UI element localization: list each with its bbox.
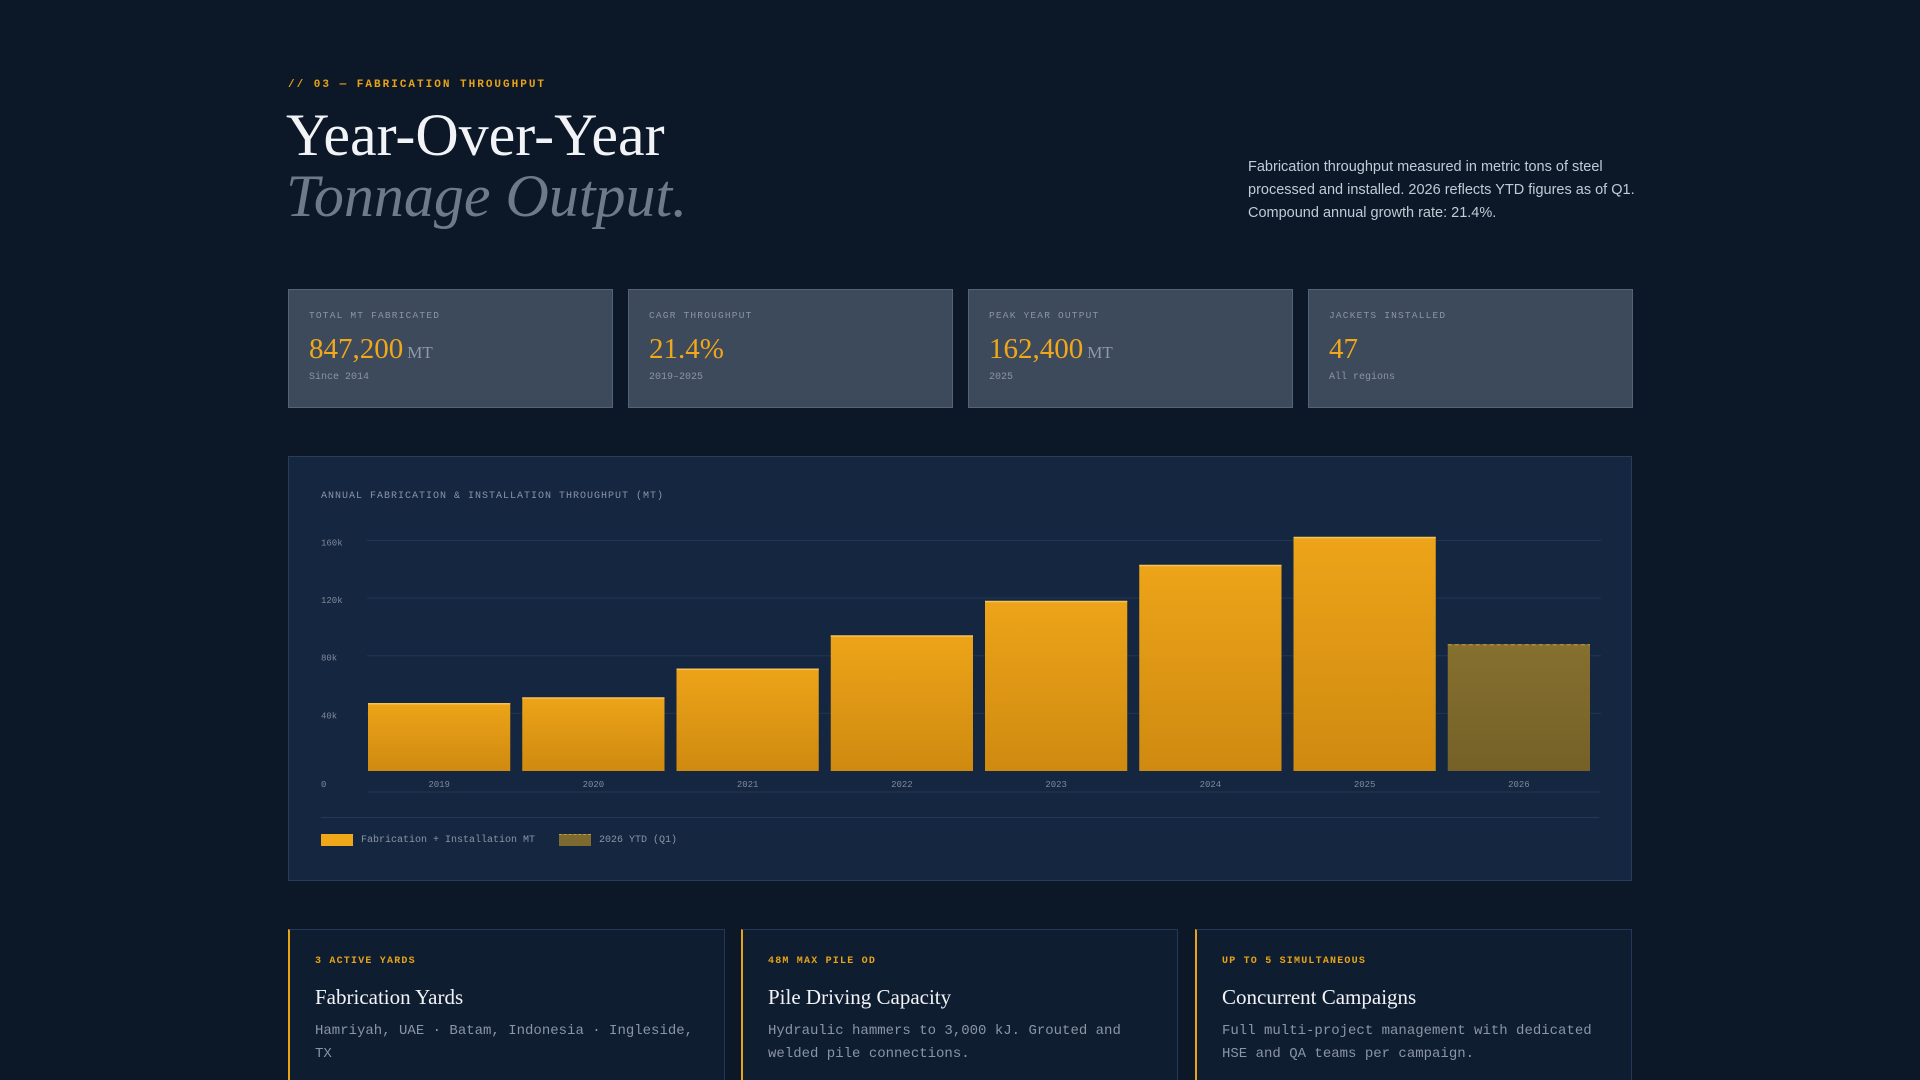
x-tick-label: 2022 <box>891 780 913 790</box>
stat-unit: MT <box>1087 343 1113 362</box>
feature-title: Fabrication Yards <box>315 985 464 1009</box>
page-title: Year-Over-Year <box>286 102 665 168</box>
stat-card-cagr: CAGR THROUGHPUT 21.4% 2019–2025 <box>628 289 953 408</box>
bar-2021 <box>676 668 819 771</box>
stat-sub: All regions <box>1329 372 1396 383</box>
stat-label: CAGR THROUGHPUT <box>649 310 753 321</box>
feature-tag: UP TO 5 SIMULTANEOUS <box>1222 956 1367 967</box>
legend-item-ytd: 2026 YTD (Q1) <box>559 834 677 846</box>
feature-desc: Hydraulic hammers to 3,000 kJ. Grouted a… <box>768 1023 1121 1062</box>
feature-desc: Hamriyah, UAE · Batam, Indonesia · Ingle… <box>315 1023 694 1062</box>
section-eyebrow: // 03 — FABRICATION THROUGHPUT <box>288 79 547 91</box>
feature-card-yards: 3 ACTIVE YARDS Fabrication Yards Hamriya… <box>288 929 725 1080</box>
chart-panel: ANNUAL FABRICATION & INSTALLATION THROUG… <box>288 456 1632 881</box>
bar-2023 <box>985 600 1128 771</box>
stat-unit: MT <box>407 343 433 362</box>
y-tick-label: 0 <box>321 780 326 790</box>
x-tick-label: 2019 <box>428 780 450 790</box>
stat-value: 47 <box>1329 333 1358 365</box>
legend-item-solid: Fabrication + Installation MT <box>321 834 535 846</box>
stat-sub: 2019–2025 <box>649 372 704 383</box>
stat-value: 162,400 <box>989 333 1084 365</box>
stat-card-jackets: JACKETS INSTALLED 47 All regions <box>1308 289 1633 408</box>
stat-sub: Since 2014 <box>309 372 370 383</box>
stat-label: JACKETS INSTALLED <box>1329 310 1447 321</box>
bar-2026-ytd <box>1447 644 1590 771</box>
feature-card-campaigns: UP TO 5 SIMULTANEOUS Concurrent Campaign… <box>1195 929 1632 1080</box>
y-tick-label: 80k <box>321 654 337 664</box>
stat-value: 21.4% <box>649 333 724 365</box>
legend-swatch-solid <box>321 834 353 846</box>
chart-title: ANNUAL FABRICATION & INSTALLATION THROUG… <box>321 491 665 502</box>
intro-text: Fabrication throughput measured in metri… <box>1248 159 1635 221</box>
legend-label: 2026 YTD (Q1) <box>599 834 678 846</box>
x-tick-label: 2020 <box>583 780 605 790</box>
legend-swatch-ytd <box>559 834 592 846</box>
feature-tag: 3 ACTIVE YARDS <box>315 956 416 967</box>
bar-2022 <box>830 635 973 771</box>
bar-2020 <box>522 697 665 771</box>
stat-card-peak-year: PEAK YEAR OUTPUT 162,400 MT 2025 <box>968 289 1293 408</box>
feature-title: Pile Driving Capacity <box>768 985 952 1009</box>
feature-tag: 48M MAX PILE OD <box>768 956 877 967</box>
stat-sub: 2025 <box>989 372 1014 383</box>
x-tick-label: 2021 <box>737 780 759 790</box>
bar-chart: 0 40k 80k 120k 160k 2019 2020 2021 2022 2023 2024 2… <box>321 536 1601 793</box>
bar-2025 <box>1293 537 1436 771</box>
legend-divider <box>321 817 1599 818</box>
y-tick-label: 160k <box>321 538 343 548</box>
bar-2024 <box>1139 564 1282 771</box>
stat-label: PEAK YEAR OUTPUT <box>989 310 1100 321</box>
stat-label: TOTAL MT FABRICATED <box>309 310 441 321</box>
feature-card-pile-driving: 48M MAX PILE OD Pile Driving Capacity Hy… <box>741 929 1178 1080</box>
stat-value: 847,200 <box>309 333 404 365</box>
page-subtitle: Tonnage Output. <box>286 163 688 229</box>
y-tick-label: 40k <box>321 711 337 721</box>
stat-card-total-mt: TOTAL MT FABRICATED 847,200 MT Since 2014 <box>288 289 613 408</box>
chart-legend: Fabrication + Installation MT 2026 YTD (… <box>321 834 677 846</box>
x-tick-label: 2023 <box>1045 780 1067 790</box>
x-tick-label: 2024 <box>1200 780 1222 790</box>
y-tick-label: 120k <box>321 596 343 606</box>
feature-desc: Full multi-project management with dedic… <box>1222 1023 1592 1062</box>
bar-2019 <box>368 703 511 771</box>
x-tick-label: 2026 <box>1508 780 1530 790</box>
feature-title: Concurrent Campaigns <box>1222 985 1417 1009</box>
x-tick-label: 2025 <box>1354 780 1376 790</box>
legend-label: Fabrication + Installation MT <box>361 834 536 846</box>
